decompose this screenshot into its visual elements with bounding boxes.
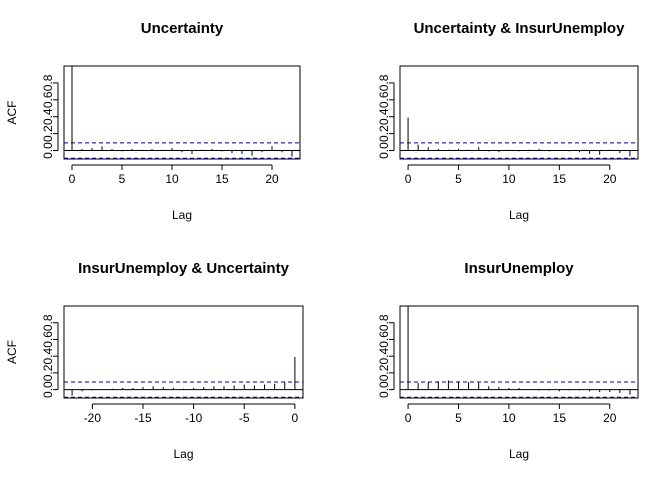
- y-tick-label: 0.4: [377, 108, 391, 125]
- x-tick-label: 10: [165, 172, 179, 186]
- x-tick-label: -10: [185, 411, 203, 425]
- y-tick-label: 0.2: [41, 125, 55, 142]
- y-tick-label: 0.6: [41, 331, 55, 348]
- y-tick-label: 0.4: [377, 348, 391, 365]
- y-tick-label: 0.2: [41, 364, 55, 381]
- x-tick-label: -20: [84, 411, 102, 425]
- chart-title: Uncertainty & InsurUnemploy: [414, 20, 626, 37]
- x-tick-label: 0: [405, 411, 412, 425]
- x-tick-label: -15: [134, 411, 152, 425]
- x-axis-label: Lag: [172, 208, 192, 222]
- y-tick-label: 0.4: [41, 108, 55, 125]
- x-tick-label: 15: [215, 172, 229, 186]
- x-tick-label: 10: [502, 411, 516, 425]
- x-tick-label: 0: [292, 411, 299, 425]
- y-tick-label: 0.0: [41, 381, 55, 398]
- y-tick-label: 0.4: [41, 348, 55, 365]
- y-tick-label: 0.2: [377, 364, 391, 381]
- x-axis-label: Lag: [173, 447, 193, 461]
- y-tick-label: 0.8: [41, 74, 55, 91]
- chart-title: InsurUnemploy: [464, 260, 574, 277]
- chart-title: InsurUnemploy & Uncertainty: [78, 260, 290, 277]
- x-tick-label: 20: [265, 172, 279, 186]
- plot-frame: [399, 65, 639, 160]
- x-tick-label: 5: [455, 411, 462, 425]
- x-tick-label: 5: [119, 172, 126, 186]
- y-tick-label: 0.8: [41, 314, 55, 331]
- plot-frame: [399, 305, 639, 399]
- y-tick-label: 0.6: [377, 91, 391, 108]
- x-axis-label: Lag: [509, 208, 529, 222]
- plot-frame: [63, 65, 301, 160]
- plot-frame: [63, 305, 304, 399]
- x-tick-label: 20: [603, 172, 617, 186]
- y-tick-label: 0.0: [41, 142, 55, 159]
- y-tick-label: 0.0: [377, 381, 391, 398]
- y-tick-label: 0.8: [377, 74, 391, 91]
- y-axis-label: ACF: [5, 340, 19, 364]
- x-axis-label: Lag: [509, 447, 529, 461]
- x-tick-label: -5: [239, 411, 250, 425]
- x-tick-label: 5: [455, 172, 462, 186]
- x-tick-label: 15: [553, 411, 567, 425]
- y-tick-label: 0.2: [377, 125, 391, 142]
- y-tick-label: 0.6: [41, 91, 55, 108]
- x-tick-label: 20: [603, 411, 617, 425]
- y-tick-label: 0.6: [377, 331, 391, 348]
- acf-panel-3: InsurUnemploy & Uncertainty -20 -15 -10 -5 0 0…: [5, 260, 304, 461]
- x-tick-label: 15: [553, 172, 567, 186]
- acf-panel-1: Uncertainty 0 5 10 15 20 0.00.20.40.60.8 Lag ACF: [5, 20, 301, 222]
- chart-title: Uncertainty: [141, 20, 224, 37]
- x-tick-label: 0: [69, 172, 76, 186]
- y-tick-label: 0.8: [377, 314, 391, 331]
- acf-panel-4: InsurUnemploy 0 5 10 15 20 0.00.20.40.60.8 Lag: [377, 260, 639, 461]
- x-tick-label: 0: [405, 172, 412, 186]
- x-tick-label: 10: [502, 172, 516, 186]
- y-axis-label: ACF: [5, 101, 19, 125]
- y-tick-label: 0.0: [377, 142, 391, 159]
